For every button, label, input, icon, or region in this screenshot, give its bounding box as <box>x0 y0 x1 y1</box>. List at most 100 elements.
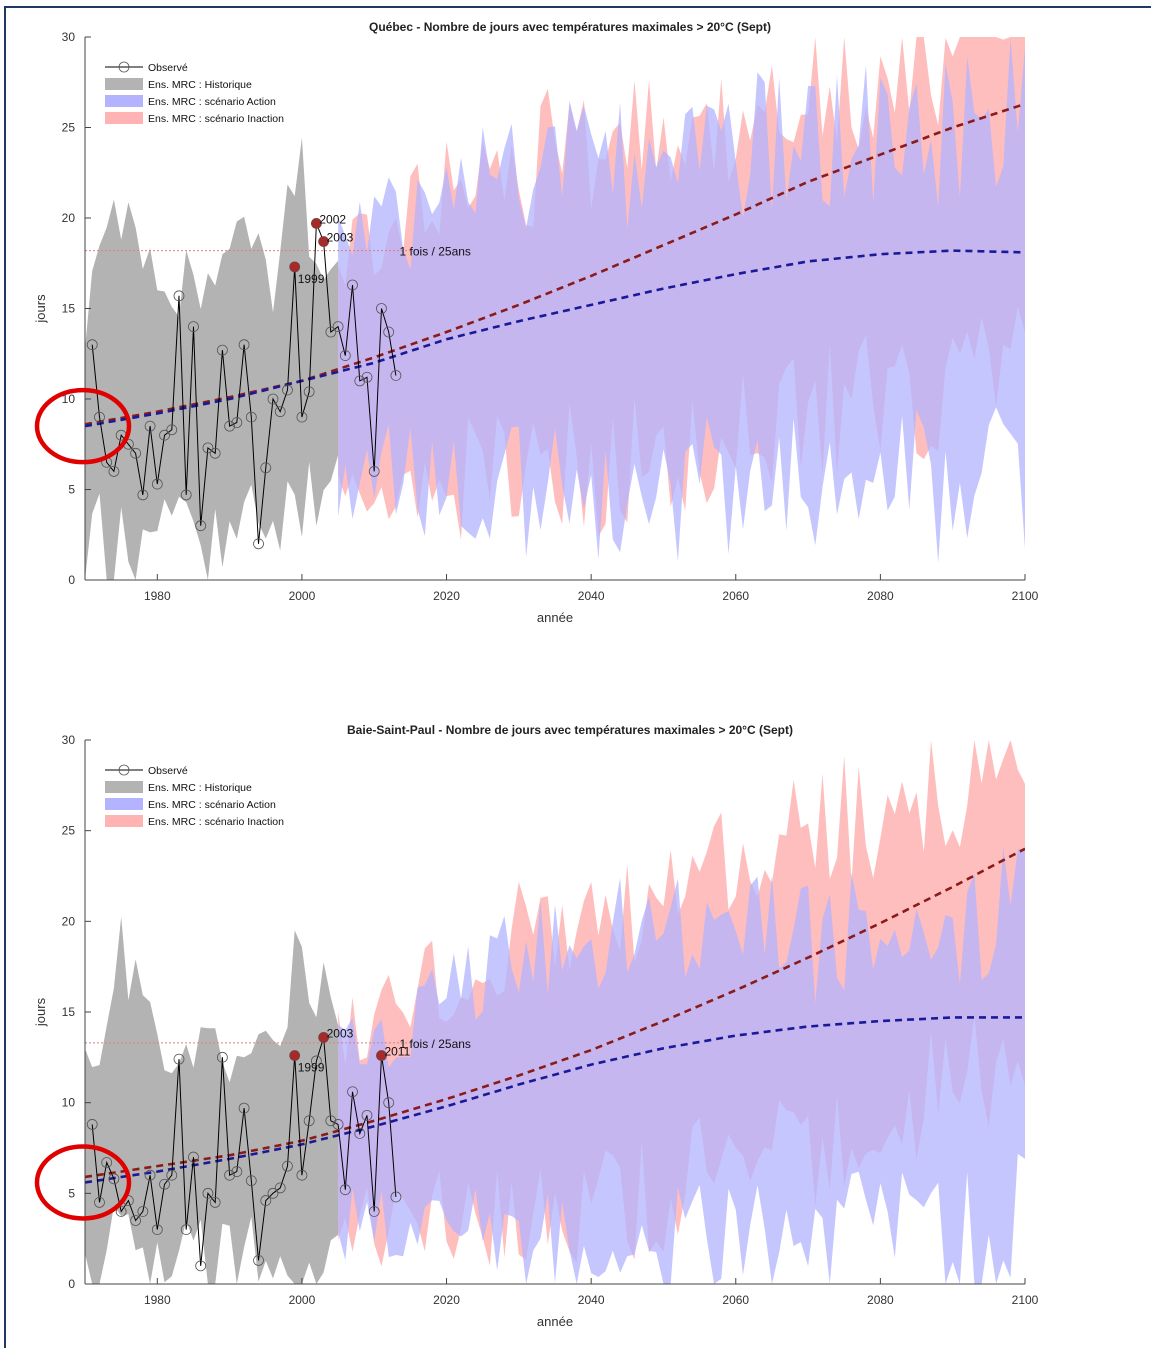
x-tick-label-2080: 2080 <box>867 1293 894 1307</box>
y-tick-label-30: 30 <box>62 733 76 747</box>
observed-point <box>216 344 228 356</box>
observed-point <box>137 489 149 501</box>
observed-point <box>216 1051 228 1063</box>
x-tick-label-1980: 1980 <box>144 1293 171 1307</box>
x-tick-label-2100: 2100 <box>1012 589 1039 603</box>
observed-point <box>274 406 286 418</box>
observed-point <box>339 350 351 361</box>
observed-point <box>245 411 257 423</box>
y-tick-label-30: 30 <box>62 30 76 44</box>
observed-line <box>91 1037 397 1266</box>
legend-label-0: Observé <box>148 62 188 74</box>
observed-point <box>325 1115 337 1127</box>
observed-point <box>361 371 373 383</box>
action-band <box>338 38 1025 563</box>
observed-point <box>303 386 315 398</box>
legend-swatch-3 <box>105 112 143 124</box>
highlight-point-1999 <box>289 1050 300 1061</box>
observed-point <box>94 411 105 423</box>
red-annotation-circle <box>34 1144 132 1221</box>
observed-point <box>151 478 163 490</box>
observed-point <box>376 303 387 314</box>
trend-inaction-line <box>85 102 1025 426</box>
legend-label-0: Observé <box>148 765 188 777</box>
observed-point <box>159 1178 170 1190</box>
observed-point <box>173 290 185 302</box>
observed-point <box>347 1086 358 1098</box>
x-tick-label-2000: 2000 <box>289 1293 316 1307</box>
highlight-point-2011 <box>376 1050 387 1061</box>
highlight-point-1999 <box>289 261 300 272</box>
x-tick-label-2080: 2080 <box>867 589 894 603</box>
observed-point <box>260 1195 272 1206</box>
observed-point <box>303 1115 315 1127</box>
red-annotation-circle <box>34 387 132 465</box>
observed-point <box>383 1097 395 1109</box>
chart-title: Québec - Nombre de jours avec températur… <box>369 20 771 34</box>
x-tick-label-2060: 2060 <box>722 1293 749 1307</box>
observed-point <box>166 424 178 436</box>
observed-point <box>332 1119 344 1130</box>
observed-point <box>115 1206 127 1217</box>
observed-point <box>347 279 358 291</box>
observed-point <box>253 538 264 550</box>
y-tick-label-5: 5 <box>68 1186 75 1200</box>
x-tick-label-2000: 2000 <box>289 589 316 603</box>
y-tick-label-0: 0 <box>68 1277 75 1291</box>
legend-label-1: Ens. MRC : Historique <box>148 782 252 794</box>
y-tick-label-0: 0 <box>68 573 75 587</box>
observed-point <box>231 1166 243 1177</box>
x-tick-label-2020: 2020 <box>433 1293 460 1307</box>
y-tick-label-5: 5 <box>68 483 75 497</box>
frame-top-border <box>4 6 1151 8</box>
observed-point <box>94 1197 105 1208</box>
observed-point <box>224 420 236 432</box>
legend: Observé Ens. MRC : Historique Ens. MRC : s… <box>105 764 284 828</box>
observed-point <box>180 1224 192 1235</box>
highlight-label-2002: 2002 <box>319 212 346 226</box>
observed-point <box>173 1053 185 1065</box>
observed-point <box>325 326 337 338</box>
observed-point <box>238 339 250 351</box>
legend-label-2: Ens. MRC : scénario Action <box>148 96 276 108</box>
observed-point <box>368 465 380 477</box>
observed-point <box>274 1182 286 1194</box>
observed-point <box>188 1151 199 1163</box>
observed-point <box>390 1191 402 1203</box>
observed-point <box>354 1128 366 1139</box>
observed-point <box>180 489 192 501</box>
observed-point <box>108 465 120 477</box>
observed-point <box>166 1169 178 1181</box>
x-tick-label-2100: 2100 <box>1012 1293 1039 1307</box>
x-tick-label-1980: 1980 <box>144 589 171 603</box>
highlight-label-2003: 2003 <box>327 1026 354 1040</box>
legend-label-1: Ens. MRC : Historique <box>148 79 252 91</box>
legend-label-2: Ens. MRC : scénario Action <box>148 799 276 811</box>
legend-swatch-1 <box>105 78 143 90</box>
threshold-label: 1 fois / 25ans <box>400 245 471 259</box>
observed-point <box>368 1206 380 1217</box>
legend-label-3: Ens. MRC : scénario Inaction <box>148 816 284 828</box>
frame-left-border <box>4 6 6 1348</box>
observed-point <box>260 462 272 474</box>
y-tick-label-15: 15 <box>62 302 76 316</box>
observed-point <box>390 370 402 381</box>
y-tick-label-25: 25 <box>62 824 76 838</box>
x-axis-label: année <box>537 1314 573 1329</box>
observed-point <box>253 1255 264 1266</box>
observed-point <box>238 1102 250 1114</box>
observed-point <box>130 447 142 459</box>
action-band <box>338 847 1025 1284</box>
y-tick-label-20: 20 <box>62 211 76 225</box>
observed-point <box>108 1173 120 1185</box>
legend-swatch-1 <box>105 781 143 793</box>
legend: Observé Ens. MRC : Historique Ens. MRC : s… <box>105 61 284 125</box>
x-axis-label: année <box>537 610 573 625</box>
legend-label-3: Ens. MRC : scénario Inaction <box>148 113 284 125</box>
legend-observed-marker <box>118 61 130 73</box>
highlight-label-2003: 2003 <box>327 231 354 245</box>
observed-point <box>101 1157 113 1168</box>
observed-point <box>195 520 207 532</box>
highlight-label-1999: 1999 <box>298 272 325 286</box>
